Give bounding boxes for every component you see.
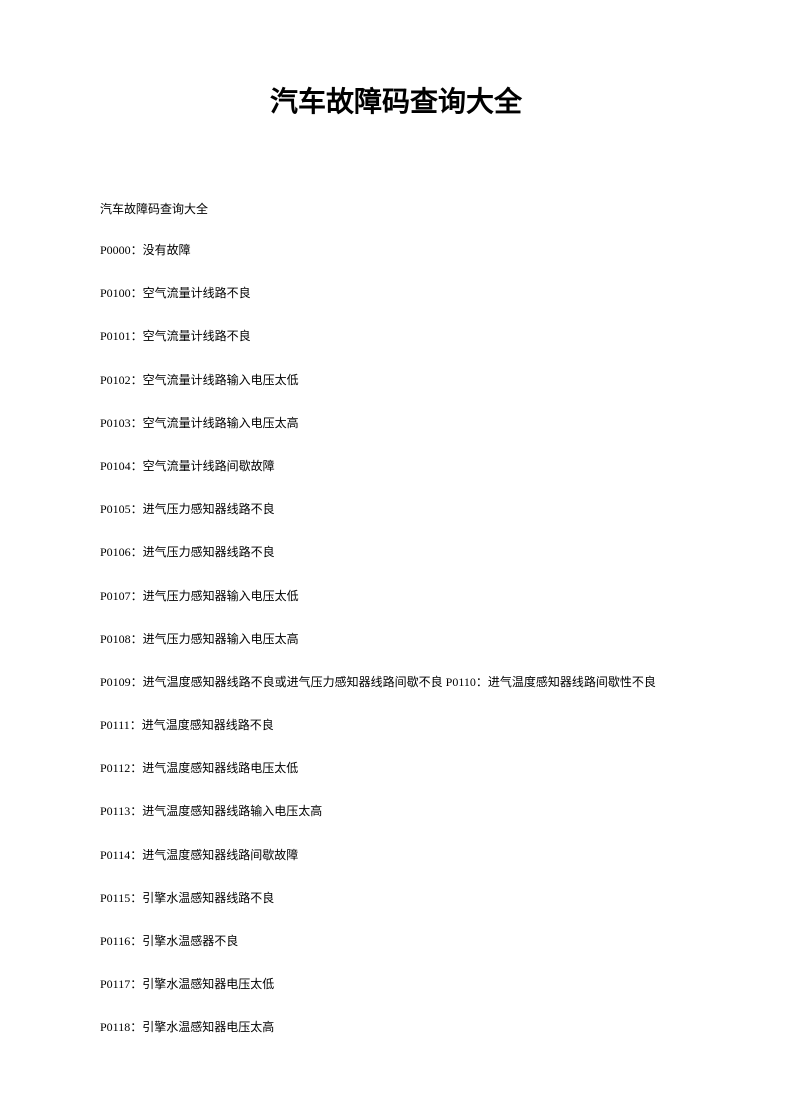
code-entry: P0118：引擎水温感知器电压太高 [100,1018,692,1037]
code-entry: P0117：引擎水温感知器电压太低 [100,975,692,994]
code-entry: P0100：空气流量计线路不良 [100,284,692,303]
code-entry: P0113：进气温度感知器线路输入电压太高 [100,802,692,821]
code-entry: P0108：进气压力感知器输入电压太高 [100,630,692,649]
page-title: 汽车故障码查询大全 [100,80,692,120]
code-entry: P0103：空气流量计线路输入电压太高 [100,414,692,433]
code-entry: P0115：引擎水温感知器线路不良 [100,889,692,908]
code-entry: P0112：进气温度感知器线路电压太低 [100,759,692,778]
code-entry: P0116：引擎水温感器不良 [100,932,692,951]
code-entry: P0109：进气温度感知器线路不良或进气压力感知器线路间歇不良 P0110：进气… [100,673,692,692]
code-entry: P0104：空气流量计线路间歇故障 [100,457,692,476]
code-entry: P0111：进气温度感知器线路不良 [100,716,692,735]
code-entry: P0105：进气压力感知器线路不良 [100,500,692,519]
code-list: P0000：没有故障 P0100：空气流量计线路不良 P0101：空气流量计线路不良… [100,241,692,1038]
code-entry: P0101：空气流量计线路不良 [100,327,692,346]
code-entry: P0114：进气温度感知器线路间歇故障 [100,846,692,865]
page-subtitle: 汽车故障码查询大全 [100,200,692,217]
code-entry: P0102：空气流量计线路输入电压太低 [100,371,692,390]
code-entry: P0107：进气压力感知器输入电压太低 [100,587,692,606]
code-entry: P0106：进气压力感知器线路不良 [100,543,692,562]
code-entry: P0000：没有故障 [100,241,692,260]
